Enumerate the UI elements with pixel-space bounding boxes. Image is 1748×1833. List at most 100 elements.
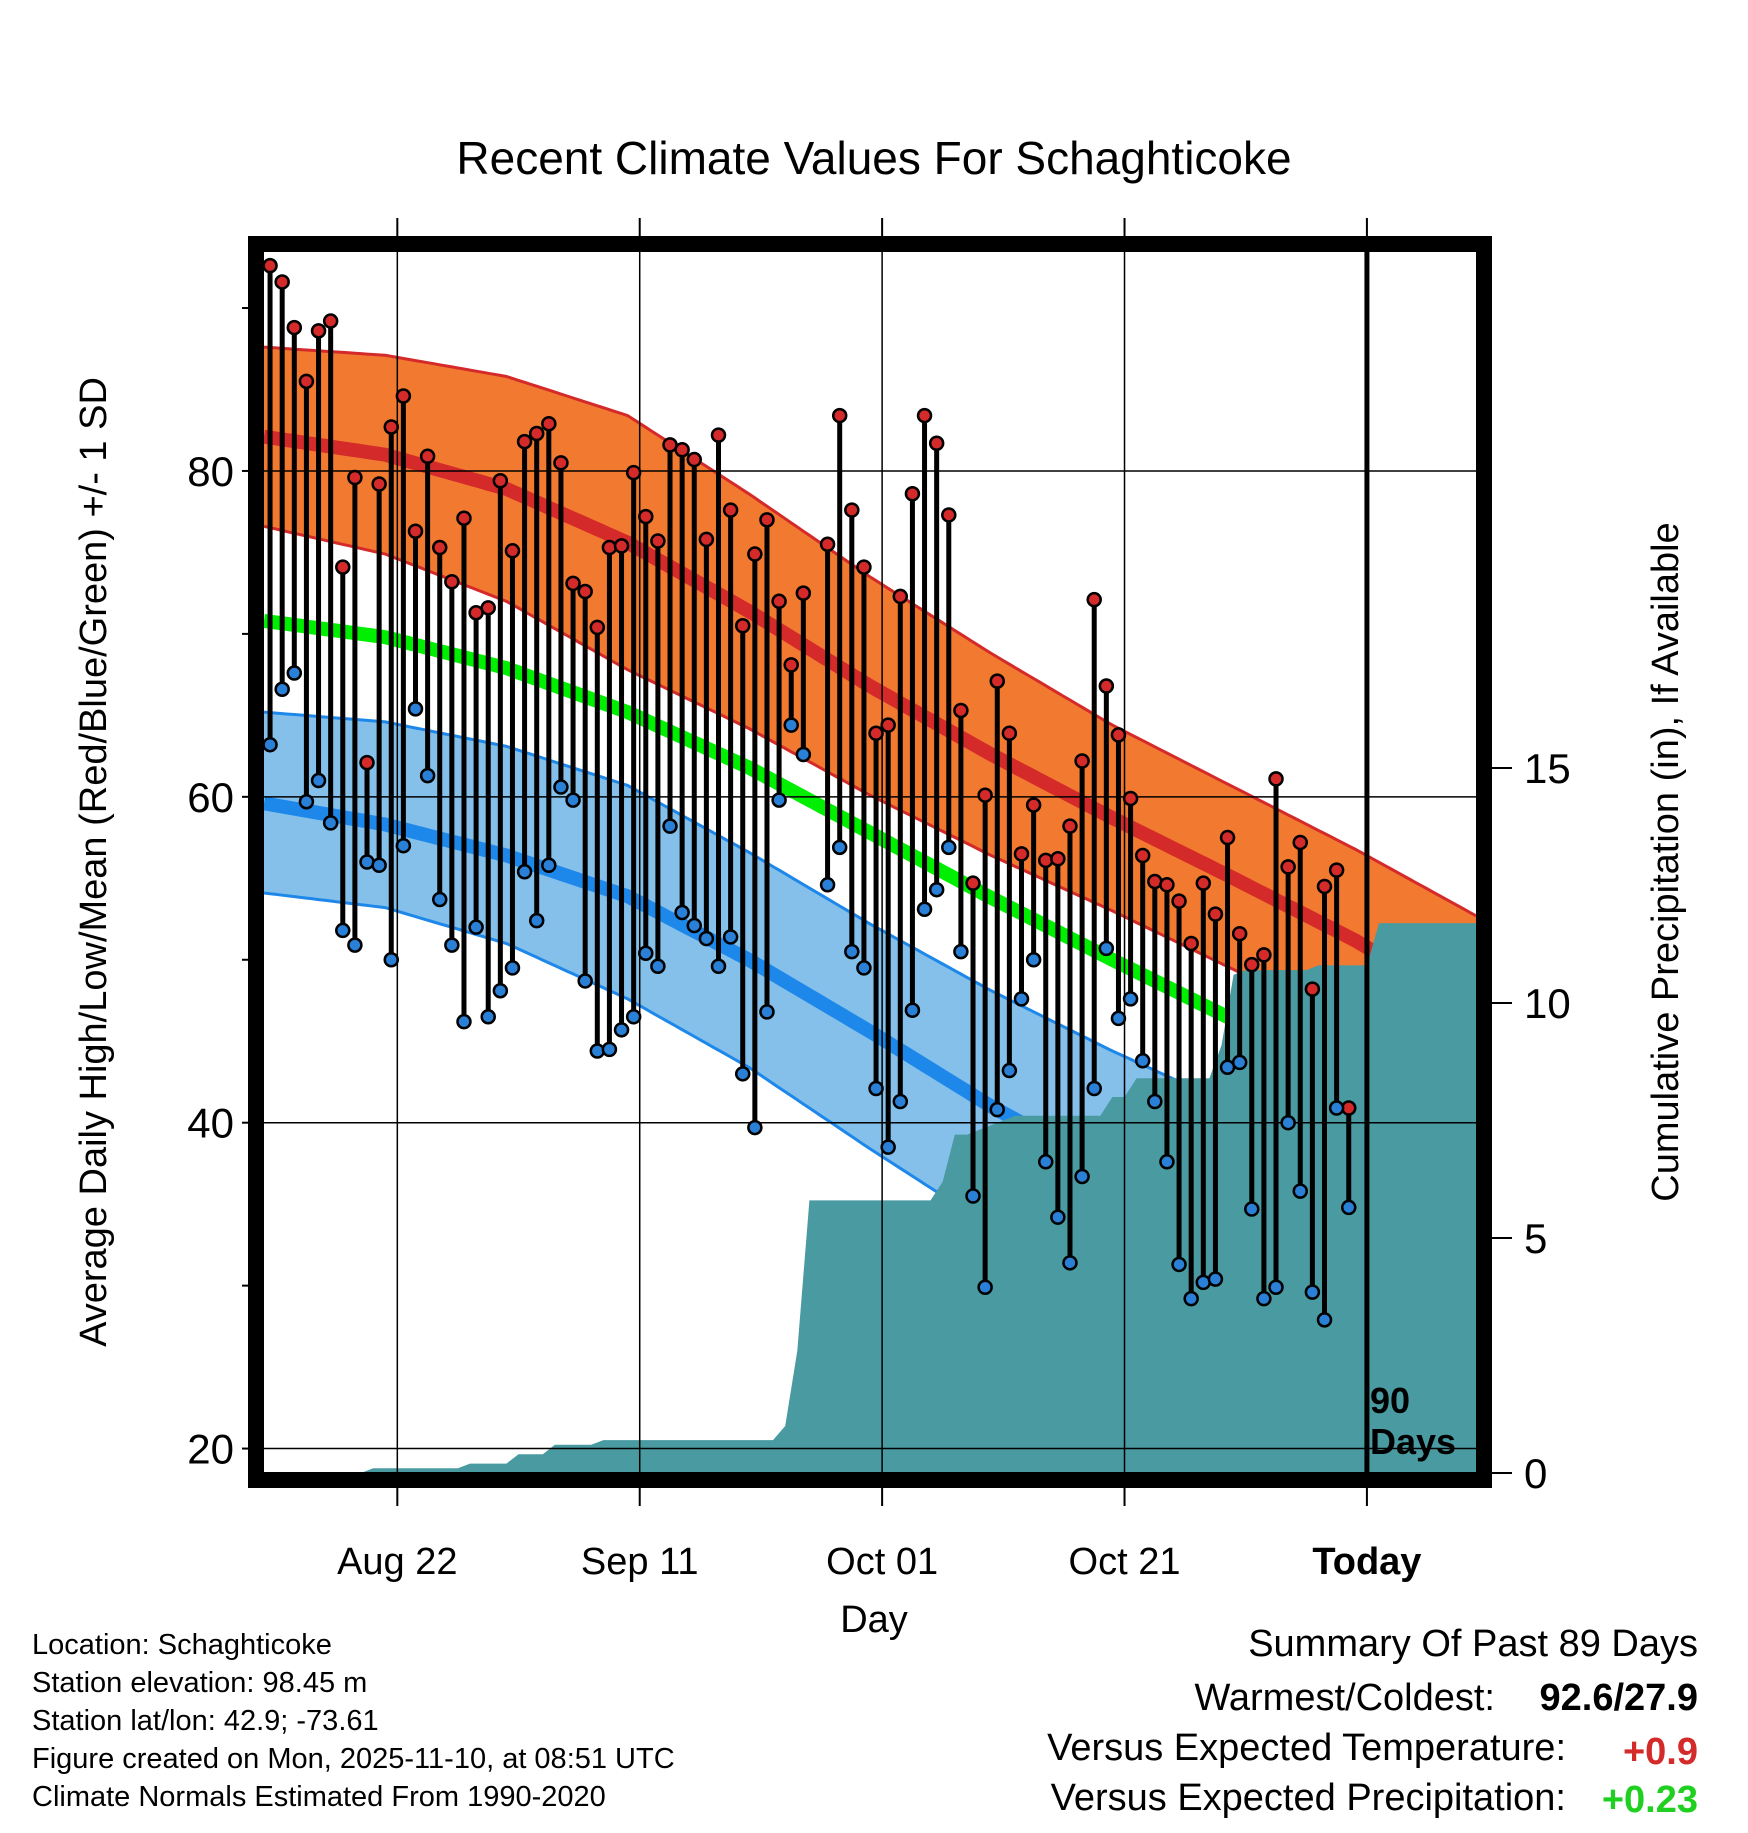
daily-low-point [504,960,521,976]
daily-high-point [965,875,981,891]
daily-low-point [613,1022,630,1038]
daily-high-point [722,502,739,518]
daily-low-point [1316,1312,1333,1328]
daily-high-point [286,319,303,336]
daily-low-point [1110,1010,1127,1027]
y-axis-right: 0 5 10 15 [1484,745,1571,1497]
daily-high-point [638,508,654,525]
daily-low-point [1037,1154,1054,1170]
daily-high-point [1280,859,1296,875]
daily-high-point [504,543,521,559]
daily-high-point [528,425,545,442]
daily-high-point [1098,678,1115,694]
daily-high-point [698,531,715,548]
summary-panel: Summary Of Past 89 Days Warmest/Coldest:… [1047,1623,1698,1821]
daily-low-point [1147,1093,1163,1110]
summary-temp-label: Versus Expected Temperature: [1047,1727,1566,1769]
daily-low-point [395,837,412,854]
daily-low-point [1025,952,1042,968]
daily-high-point [395,388,412,404]
daily-high-point [1304,981,1321,997]
y-tick-label: 40 [187,1100,234,1147]
info-created: Figure created on Mon, 2025-11-10, at 08… [32,1743,675,1775]
daily-high-point [868,725,884,742]
daily-high-point [831,407,848,424]
daily-high-point [759,512,775,528]
x-tick-label: Aug 22 [337,1541,457,1583]
daily-low-point [371,857,387,874]
daily-low-point [941,839,957,856]
daily-high-point [565,575,581,592]
daily-high-point [431,539,448,556]
daily-low-point [953,943,969,960]
daily-low-point [759,1004,775,1020]
daily-low-point [977,1279,993,1296]
daily-low-point [553,779,569,795]
daily-high-point [625,464,642,481]
daily-low-point [1256,1290,1272,1307]
plot-frame [248,236,1492,1488]
daily-high-point [1001,725,1018,742]
daily-high-point [1062,818,1078,834]
daily-high-point [383,419,400,435]
daily-high-point [1328,862,1345,878]
daily-high-point [359,754,375,771]
summary-precip-label: Versus Expected Precipitation: [1051,1777,1566,1819]
daily-low-point [1244,1201,1260,1217]
daily-low-point [868,1080,884,1097]
daily-low-point [1340,1199,1357,1216]
daily-low-point [468,919,484,935]
daily-low-point [710,958,727,975]
daily-low-point [625,1009,642,1025]
daily-high-point [795,585,812,601]
daily-low-point [1304,1284,1321,1300]
summary-warm-cold-value: 92.6/27.9 [1540,1677,1698,1719]
daily-low-point [989,1101,1006,1118]
daily-low-point [262,736,278,753]
daily-high-point [1050,850,1066,867]
summary-warm-cold-label: Warmest/Coldest: [1194,1677,1495,1719]
daily-low-point [892,1093,909,1110]
daily-low-point [565,792,581,808]
y-axis-label: Average Daily High/Low/Mean (Red/Blue/Gr… [73,377,115,1347]
daily-low-point [904,1002,921,1019]
daily-high-point [371,476,387,492]
x-tick-label: Today [1312,1541,1421,1583]
today-annotation-line2: Days [1370,1421,1456,1462]
daily-high-point [1074,753,1090,769]
today-annotation-line1: 90 [1370,1380,1410,1421]
daily-high-point [577,583,593,600]
daily-high-point [1195,875,1212,891]
high-sd-band [264,347,1476,1109]
daily-low-point [347,937,363,953]
daily-low-point [1098,940,1115,957]
daily-low-point [880,1139,896,1155]
daily-high-point [747,546,763,562]
daily-low-point [638,945,654,961]
daily-low-point [1086,1080,1102,1097]
daily-high-point [916,407,933,424]
daily-high-point [710,427,727,443]
daily-low-point [1074,1168,1090,1185]
daily-high-point [262,257,278,274]
daily-high-point [541,415,557,432]
daily-high-point [553,455,569,471]
daily-high-point [1207,906,1224,922]
x-tick-label: Oct 21 [1069,1541,1181,1583]
daily-low-point [819,877,836,893]
y2-tick-label: 0 [1524,1450,1547,1497]
daily-high-point [407,523,424,539]
daily-low-point [1292,1183,1309,1199]
daily-points [262,257,1357,1328]
daily-low-point [698,930,715,947]
daily-low-point [419,767,436,784]
daily-low-point [722,929,739,945]
chart-title: Recent Climate Values For Schaghticoke [456,132,1291,184]
daily-low-point [577,973,593,989]
y2-tick-label: 15 [1524,745,1571,792]
daily-high-point [274,274,290,290]
daily-low-point [310,772,327,789]
daily-high-point [650,533,666,549]
daily-high-point [674,442,690,458]
daily-high-point [419,448,436,465]
